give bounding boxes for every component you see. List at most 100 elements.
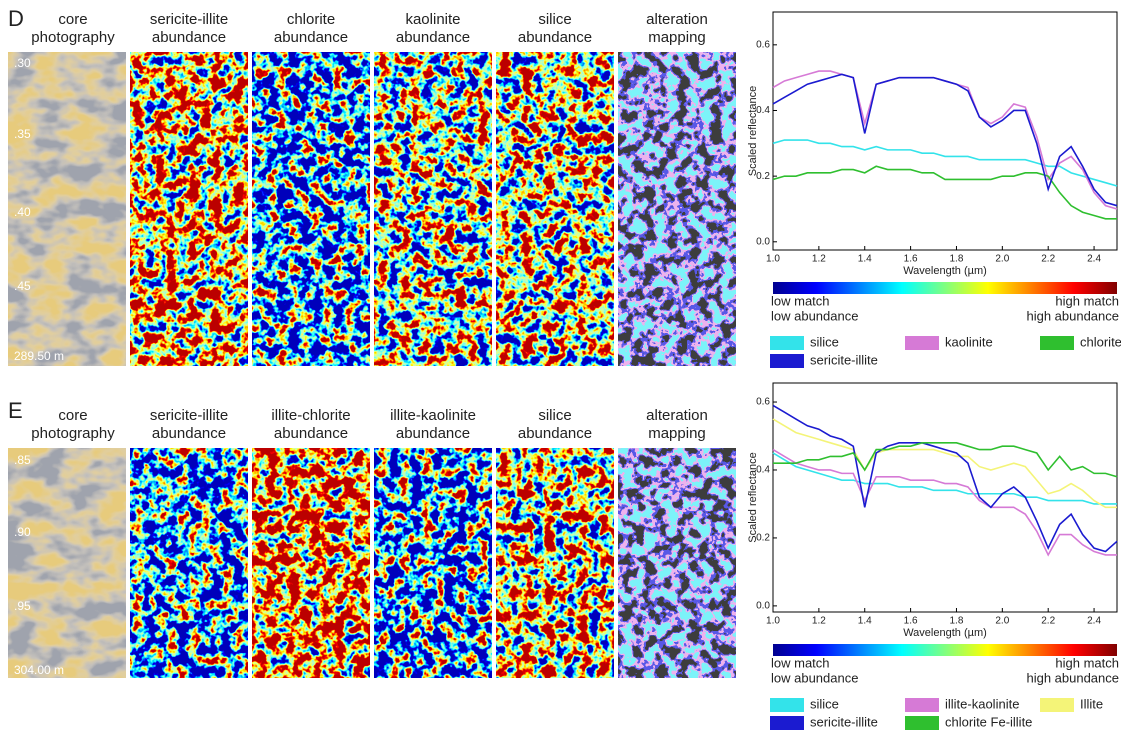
panel-title: alteration	[646, 11, 708, 28]
panel-title: illite-chlorite	[271, 407, 350, 424]
y-tick-label: 0.0	[756, 601, 770, 612]
abundance-map	[128, 446, 250, 680]
abundance-map	[372, 50, 494, 368]
legend-label: kaolinite	[945, 334, 993, 349]
legend-swatch	[1040, 698, 1074, 712]
legend-label: silice	[810, 696, 839, 711]
y-tick-label: 0.6	[756, 39, 770, 50]
x-tick-label: 1.6	[904, 254, 918, 265]
colorbar	[773, 282, 1117, 294]
panel-title: photography	[31, 425, 115, 442]
x-tick-label: 2.4	[1087, 616, 1101, 627]
panel-title: sericite-illite	[150, 407, 228, 424]
abundance-map	[250, 446, 372, 680]
legend-label: illite-kaolinite	[945, 696, 1019, 711]
panel-title: chlorite	[287, 11, 335, 28]
x-tick-label: 2.4	[1087, 254, 1101, 265]
x-tick-label: 1.2	[812, 616, 826, 627]
panel-title: core	[58, 11, 87, 28]
legend-label: chlorite	[1080, 334, 1121, 349]
spectrum-line	[772, 448, 1117, 557]
panel-title: mapping	[648, 425, 706, 442]
panel-title: abundance	[274, 425, 348, 442]
panel-title: kaolinite	[405, 11, 460, 28]
panel-title: sericite-illite	[150, 11, 228, 28]
y-tick-label: 0.2	[756, 171, 770, 182]
x-tick-label: 1.4	[858, 616, 872, 627]
spectrum-line	[772, 452, 1117, 505]
abundance-map	[616, 446, 738, 680]
x-tick-label: 1.8	[950, 254, 964, 265]
depth-label: .40	[14, 205, 31, 219]
panel-title: illite-kaolinite	[390, 407, 476, 424]
spectrum-line	[772, 418, 1117, 509]
panel-title: silice	[538, 407, 571, 424]
abundance-map	[616, 50, 738, 368]
plot-frame	[772, 382, 1118, 613]
depth-label: .85	[14, 453, 31, 467]
abundance-map	[494, 446, 616, 680]
y-tick-label: 0.4	[756, 465, 770, 476]
panel-title: abundance	[274, 29, 348, 46]
x-tick-label: 2.2	[1041, 254, 1055, 265]
depth-label: .45	[14, 279, 31, 293]
colorbar-high-label: high match	[1055, 293, 1119, 308]
y-tick-label: 0.6	[756, 397, 770, 408]
panel-title: abundance	[152, 425, 226, 442]
panel-title: mapping	[648, 29, 706, 46]
panel-letter: E	[8, 398, 23, 423]
depth-label: .90	[14, 525, 31, 539]
panel-title: photography	[31, 29, 115, 46]
panel-title: abundance	[518, 29, 592, 46]
legend-label: sericite-illite	[810, 352, 878, 367]
y-tick-label: 0.4	[756, 105, 770, 116]
y-tick-label: 0.2	[756, 533, 770, 544]
panel-title: abundance	[152, 29, 226, 46]
abundance-map	[372, 446, 494, 680]
panel-letter: D	[8, 6, 24, 31]
colorbar	[773, 644, 1117, 656]
legend-swatch	[770, 336, 804, 350]
y-axis-label: Scaled reflectance	[747, 452, 759, 543]
depth-label: .95	[14, 599, 31, 613]
plot-frame	[772, 11, 1118, 251]
x-tick-label: 1.0	[766, 616, 780, 627]
legend-swatch	[1040, 336, 1074, 350]
colorbar-high-label: high abundance	[1026, 670, 1119, 685]
panel-title: abundance	[396, 425, 470, 442]
x-axis-label: Wavelength (µm)	[903, 627, 987, 639]
x-tick-label: 2.0	[995, 616, 1009, 627]
legend-label: chlorite Fe-illite	[945, 714, 1032, 729]
spectrum-line	[772, 404, 1118, 553]
legend-label: sericite-illite	[810, 714, 878, 729]
x-tick-label: 1.6	[904, 616, 918, 627]
spectrum-line	[772, 73, 1118, 207]
panel-title: core	[58, 407, 87, 424]
x-tick-label: 1.8	[950, 616, 964, 627]
x-tick-label: 1.4	[858, 254, 872, 265]
spectrum-line	[772, 139, 1118, 187]
legend-label: Illite	[1080, 696, 1103, 711]
legend-swatch	[770, 698, 804, 712]
colorbar-low-label: low abundance	[771, 670, 858, 685]
depth-label: 304.00 m	[14, 663, 64, 677]
spectrum-line	[772, 165, 1117, 220]
spectrum-line	[773, 442, 1118, 478]
colorbar-low-label: low match	[771, 655, 830, 670]
core-image	[6, 446, 128, 680]
abundance-map	[250, 50, 372, 368]
core-image	[6, 50, 128, 368]
legend-swatch	[905, 716, 939, 730]
abundance-map	[128, 50, 250, 368]
legend-swatch	[905, 698, 939, 712]
depth-label: .35	[14, 127, 31, 141]
panel-title: alteration	[646, 407, 708, 424]
colorbar-low-label: low match	[771, 293, 830, 308]
colorbar-high-label: high match	[1055, 655, 1119, 670]
legend-swatch	[905, 336, 939, 350]
depth-label: .30	[14, 56, 31, 70]
abundance-map	[494, 50, 616, 368]
colorbar-low-label: low abundance	[771, 308, 858, 323]
panel-title: abundance	[396, 29, 470, 46]
